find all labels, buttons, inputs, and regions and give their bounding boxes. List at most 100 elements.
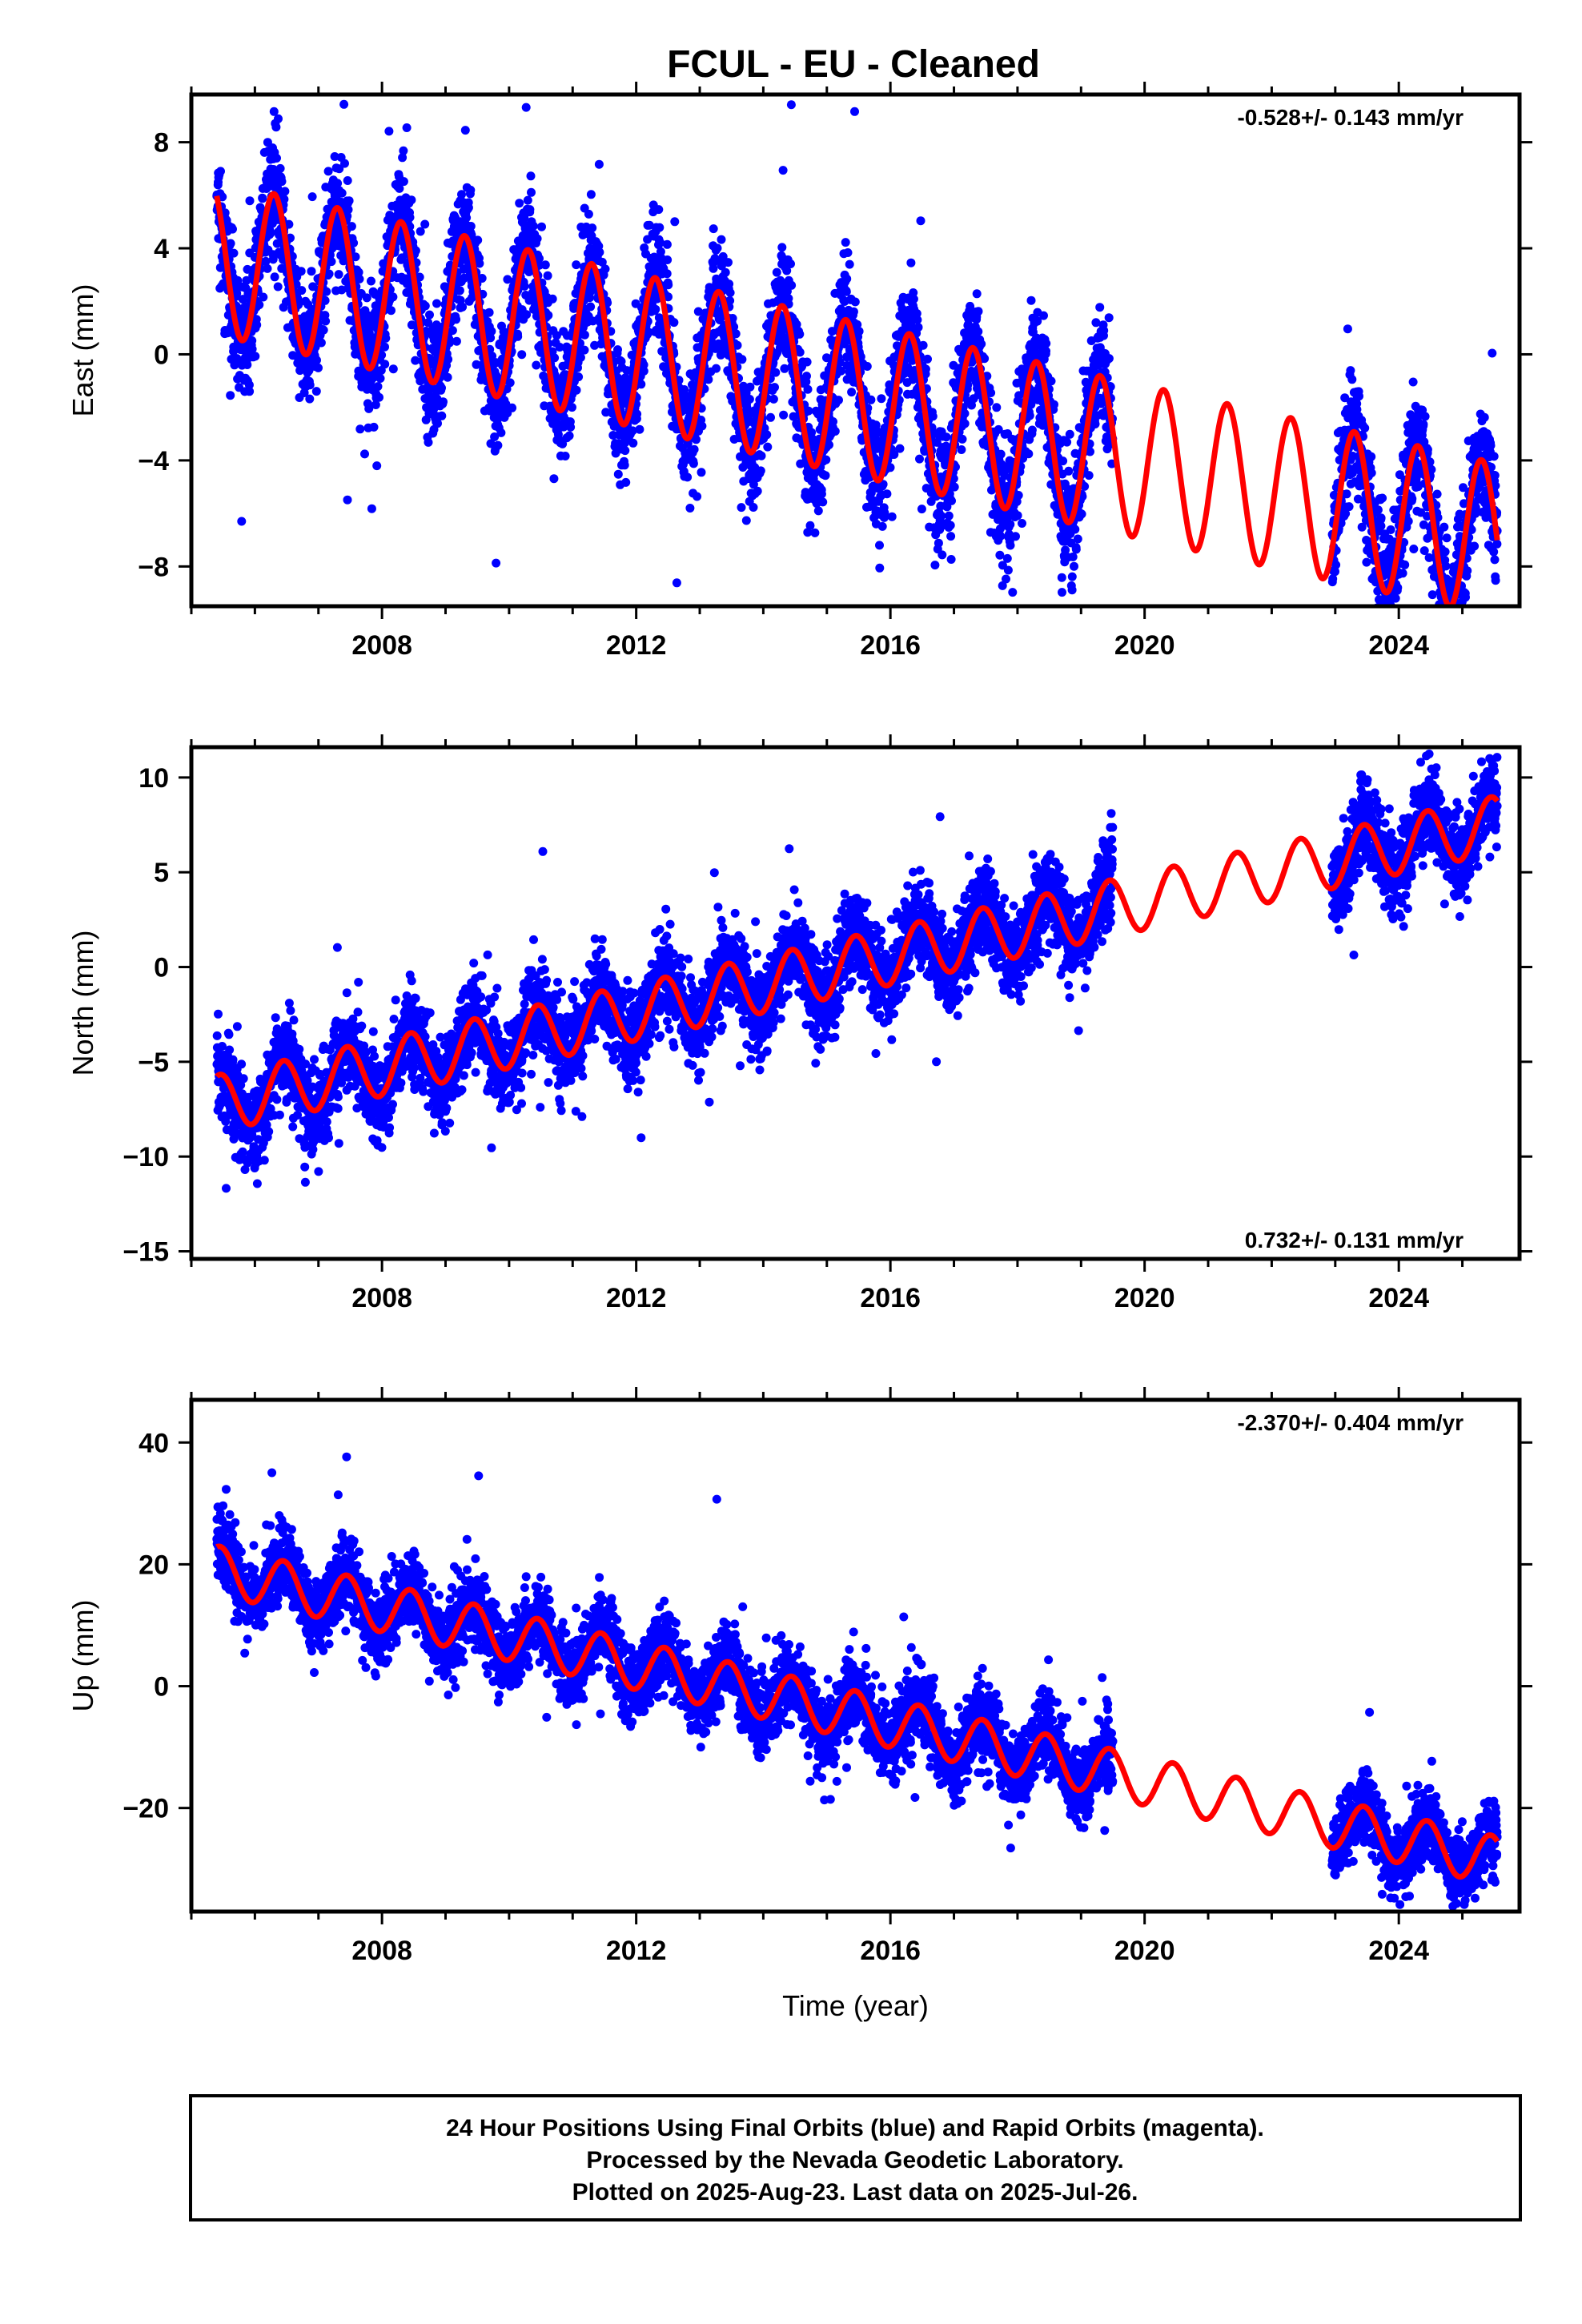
- east-data-point: [515, 199, 524, 208]
- east-data-point: [297, 286, 307, 296]
- east-data-point: [928, 412, 938, 421]
- east-data-point: [713, 243, 722, 253]
- east-data-point: [380, 360, 390, 369]
- east-data-point: [245, 387, 255, 396]
- east-data-point: [588, 223, 597, 233]
- east-data-point: [662, 239, 672, 249]
- east-data-point: [574, 372, 584, 382]
- east-data-point: [311, 387, 321, 396]
- east-data-point: [749, 503, 758, 512]
- east-data-point: [351, 252, 360, 262]
- east-data-point: [843, 248, 853, 257]
- east-data-point: [909, 294, 918, 304]
- east-data-point: [847, 388, 857, 397]
- east-data-point: [377, 350, 387, 360]
- east-data-point: [862, 362, 872, 371]
- east-data-point: [305, 394, 315, 404]
- east-data-point: [850, 297, 860, 307]
- east-data-point: [381, 333, 391, 343]
- east-data-point: [974, 307, 983, 316]
- east-data-point: [452, 315, 461, 324]
- east-data-point: [458, 302, 468, 312]
- east-data-point: [258, 194, 267, 203]
- east-data-point: [226, 391, 235, 400]
- east-data-point: [685, 504, 695, 513]
- east-data-point: [367, 504, 376, 513]
- east-data-point: [316, 338, 326, 348]
- east-data-point: [918, 340, 928, 350]
- east-data-point: [520, 281, 529, 291]
- east-data-point: [268, 255, 278, 264]
- east-data-point: [420, 219, 430, 229]
- east-data-point: [1006, 541, 1015, 550]
- east-data-point: [1002, 553, 1012, 563]
- east-data-point: [576, 352, 585, 362]
- east-data-point: [854, 327, 864, 336]
- east-data-point: [527, 187, 536, 197]
- east-data-point: [1026, 296, 1036, 305]
- east-data-point: [757, 451, 766, 460]
- east-data-point: [664, 280, 673, 290]
- east-data-point: [334, 270, 343, 279]
- east-data-point: [689, 444, 699, 454]
- east-data-point: [946, 532, 956, 541]
- east-data-point: [613, 345, 622, 355]
- east-data-point: [937, 511, 946, 521]
- east-data-point: [472, 360, 481, 369]
- east-data-point: [663, 255, 673, 264]
- east-data-point: [549, 474, 559, 484]
- east-data-point: [880, 508, 889, 517]
- east-data-point: [411, 356, 420, 365]
- east-data-point: [913, 323, 923, 332]
- east-data-point: [672, 578, 681, 588]
- east-data-point: [1095, 303, 1105, 312]
- east-data-point: [639, 366, 648, 376]
- east-data-point: [915, 454, 924, 464]
- east-data-point: [513, 332, 523, 341]
- east-data-point: [1006, 520, 1015, 529]
- east-data-point: [232, 288, 242, 298]
- east-data-point: [369, 422, 379, 432]
- east-data-point: [399, 177, 408, 187]
- east-data-point: [550, 353, 560, 363]
- east-data-point: [986, 388, 996, 397]
- east-data-point: [416, 227, 425, 236]
- east-data-point: [1013, 511, 1022, 521]
- east-data-point: [270, 272, 279, 282]
- east-data-point: [528, 221, 538, 231]
- east-data-point: [917, 505, 926, 514]
- east-data-point: [343, 176, 352, 185]
- east-data-point: [324, 269, 334, 279]
- east-data-point: [805, 521, 815, 530]
- east-data-point: [360, 449, 369, 459]
- east-data-point: [960, 408, 970, 418]
- east-data-point: [432, 320, 441, 330]
- east-data-point: [566, 422, 576, 432]
- east-data-point: [620, 460, 629, 470]
- east-data-point: [763, 442, 773, 452]
- east-data-point: [845, 259, 854, 269]
- east-data-point: [1014, 491, 1023, 500]
- east-data-point: [284, 219, 294, 229]
- east-data-point: [1099, 326, 1109, 336]
- east-data-point: [960, 419, 970, 428]
- east-data-point: [226, 239, 235, 248]
- east-data-point: [1042, 339, 1051, 348]
- east-data-point: [683, 472, 693, 482]
- east-data-point: [391, 66, 400, 75]
- east-data-point: [398, 153, 408, 163]
- east-data-point: [724, 258, 733, 267]
- east-data-point: [875, 563, 885, 573]
- east-data-point: [261, 256, 271, 266]
- east-data-point: [272, 154, 281, 163]
- east-data-point: [756, 466, 765, 476]
- east-data-point: [307, 267, 316, 276]
- east-data-point: [1367, 452, 1376, 461]
- east-data-point: [1374, 608, 1383, 617]
- east-data-point: [712, 364, 721, 373]
- east-data-point: [354, 267, 363, 277]
- east-data-point: [384, 127, 394, 136]
- east-data-point: [487, 327, 496, 336]
- east-data-point: [1003, 565, 1013, 575]
- east-data-point: [849, 307, 858, 316]
